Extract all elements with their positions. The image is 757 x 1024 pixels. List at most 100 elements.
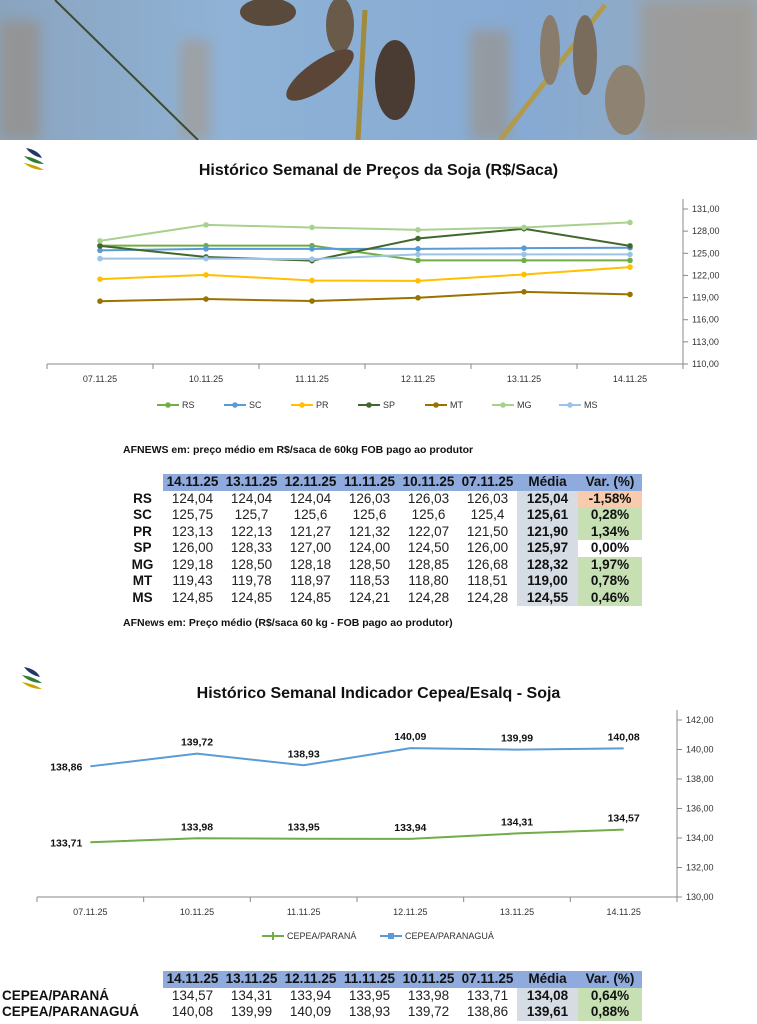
column-header: 10.11.25 bbox=[399, 474, 458, 491]
value-cell: 125,75 bbox=[171, 507, 214, 523]
data-point bbox=[521, 257, 527, 264]
value-cell: 126,03 bbox=[348, 490, 391, 506]
column-header: 07.11.25 bbox=[458, 474, 517, 491]
variation-cell: 0,88% bbox=[578, 1004, 642, 1021]
data-label: 139,99 bbox=[501, 733, 533, 745]
soybean-banner-photo bbox=[0, 0, 757, 140]
table1-note-top: AFNEWS em: preço médio em R$/saca de 60k… bbox=[123, 444, 474, 456]
data-label: 133,98 bbox=[181, 821, 213, 833]
data-point bbox=[203, 246, 209, 252]
value-cell: 118,51 bbox=[467, 573, 508, 589]
value-cell: 140,09 bbox=[289, 1004, 332, 1020]
data-point bbox=[309, 298, 315, 304]
row-label: RS bbox=[133, 490, 152, 506]
data-point bbox=[203, 272, 209, 278]
x-tick-label: 11.11.25 bbox=[295, 374, 329, 384]
x-tick-label: 13.11.25 bbox=[507, 374, 541, 384]
series-line-ms bbox=[100, 253, 630, 261]
y-tick-label: 125,00 bbox=[692, 248, 720, 258]
value-cell: 118,80 bbox=[408, 573, 449, 589]
x-tick-label: 10.11.25 bbox=[189, 374, 223, 384]
value-cell: 125,4 bbox=[470, 507, 505, 523]
chart2-title: Histórico Semanal Indicador Cepea/Esalq … bbox=[196, 685, 561, 702]
x-tick-label: 10.11.25 bbox=[180, 907, 214, 917]
legend-marker bbox=[165, 402, 171, 408]
series-line-rs bbox=[100, 244, 630, 262]
column-header: 13.11.25 bbox=[222, 971, 281, 988]
table-row: SP 126,00 128,33 127,00 124,00 124,50 126,00 12… bbox=[122, 540, 642, 557]
value-cell: 124,28 bbox=[466, 589, 509, 605]
value-cell: 124,21 bbox=[348, 589, 391, 605]
data-point bbox=[97, 276, 103, 282]
value-cell: 128,33 bbox=[230, 540, 273, 556]
average-cell: 125,97 bbox=[517, 540, 578, 557]
column-header: 07.11.25 bbox=[458, 971, 517, 988]
value-cell: 121,50 bbox=[466, 523, 509, 539]
x-tick-label: 07.11.25 bbox=[83, 374, 117, 384]
data-point bbox=[415, 257, 421, 264]
value-cell: 121,27 bbox=[289, 523, 332, 539]
data-label: 133,71 bbox=[50, 837, 82, 849]
data-point bbox=[415, 251, 421, 258]
data-point bbox=[521, 245, 527, 251]
value-cell: 124,00 bbox=[348, 540, 391, 556]
data-point bbox=[97, 238, 103, 244]
legend-marker bbox=[388, 933, 394, 939]
y-tick-label: 142,00 bbox=[686, 715, 714, 725]
average-cell: 121,90 bbox=[517, 523, 578, 540]
table-row: SC 125,75 125,7 125,6 125,6 125,6 125,4 125,61 0… bbox=[122, 507, 642, 524]
data-point bbox=[97, 298, 103, 304]
average-cell: 139,61 bbox=[517, 1004, 578, 1021]
legend-label: CEPEA/PARANAGUÁ bbox=[405, 931, 494, 941]
legend-label: SC bbox=[249, 400, 262, 410]
row-label: PR bbox=[133, 523, 152, 539]
data-point bbox=[415, 278, 421, 284]
header-blank bbox=[2, 971, 163, 988]
value-cell: 119,78 bbox=[231, 573, 272, 589]
x-tick-label: 07.11.25 bbox=[73, 907, 107, 917]
y-tick-label: 113,00 bbox=[692, 337, 719, 347]
x-tick-label: 11.11.25 bbox=[287, 907, 321, 917]
y-tick-label: 128,00 bbox=[692, 226, 720, 236]
value-cell: 139,72 bbox=[407, 1004, 450, 1020]
value-cell: 127,00 bbox=[289, 540, 332, 556]
legend-label: MT bbox=[450, 400, 463, 410]
data-point bbox=[309, 246, 315, 252]
data-point bbox=[627, 243, 633, 249]
variation-cell: 0,64% bbox=[578, 987, 642, 1004]
row-label: MG bbox=[131, 556, 154, 572]
data-point bbox=[415, 235, 421, 242]
value-cell: 124,04 bbox=[171, 490, 214, 506]
value-cell: 133,94 bbox=[289, 987, 332, 1003]
y-tick-label: 136,00 bbox=[686, 804, 714, 814]
data-point bbox=[627, 291, 633, 298]
average-cell: 125,04 bbox=[517, 490, 578, 507]
value-cell: 134,31 bbox=[230, 987, 273, 1003]
y-tick-label: 140,00 bbox=[686, 745, 714, 755]
series-line-cepea/paranaguá bbox=[90, 747, 624, 768]
legend-marker bbox=[299, 402, 305, 408]
variation-cell: 1,97% bbox=[578, 556, 642, 573]
column-header: 14.11.25 bbox=[163, 474, 222, 491]
soy-price-table: 14.11.25 13.11.25 12.11.25 11.11.25 10.11.25… bbox=[122, 474, 642, 606]
value-cell: 126,68 bbox=[466, 556, 509, 572]
legend-label: SP bbox=[383, 400, 395, 410]
value-cell: 125,7 bbox=[234, 507, 269, 523]
table-row: MT 119,43 119,78 118,97 118,53 118,80 118,51 11… bbox=[122, 573, 642, 590]
value-cell: 118,97 bbox=[290, 573, 331, 589]
value-cell: 126,00 bbox=[171, 540, 214, 556]
column-header: 11.11.25 bbox=[340, 474, 399, 491]
value-cell: 124,04 bbox=[230, 490, 273, 506]
average-cell: 134,08 bbox=[517, 987, 578, 1004]
column-header: 14.11.25 bbox=[163, 971, 222, 988]
legend-marker bbox=[500, 402, 506, 408]
legend-label: PR bbox=[316, 400, 329, 410]
value-cell: 124,85 bbox=[171, 589, 214, 605]
y-tick-label: 110,00 bbox=[692, 359, 719, 369]
data-point bbox=[203, 296, 209, 302]
value-cell: 119,43 bbox=[172, 573, 213, 589]
legend-label: RS bbox=[182, 400, 195, 410]
data-point bbox=[521, 224, 527, 231]
data-point bbox=[309, 256, 315, 262]
series-line-cepea/paraná bbox=[90, 828, 624, 844]
